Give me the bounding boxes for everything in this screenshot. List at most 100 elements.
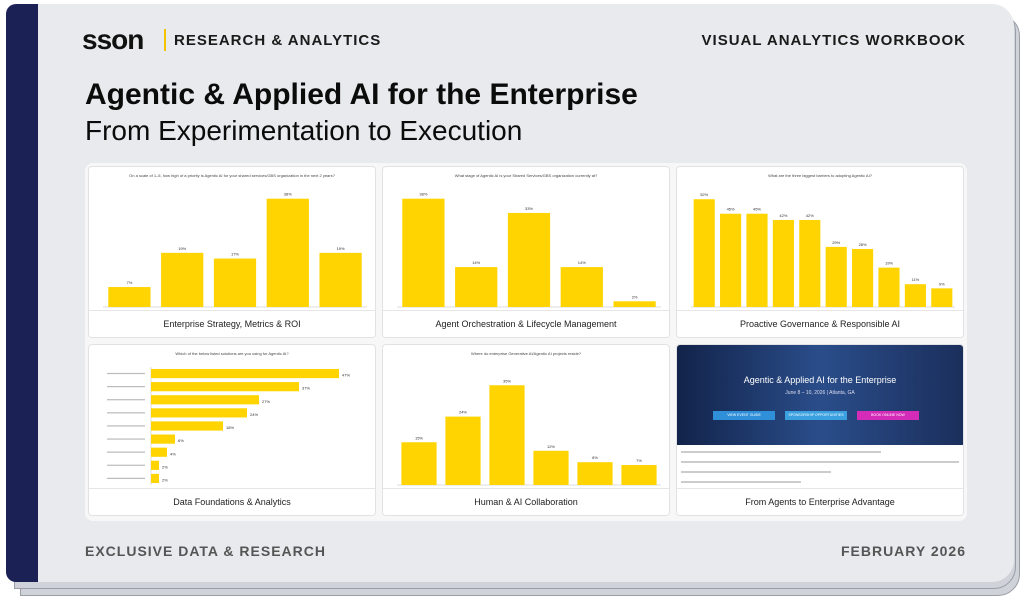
bar xyxy=(151,408,247,418)
value-label: 14% xyxy=(578,260,586,265)
value-label: 6% xyxy=(178,438,184,443)
text-line xyxy=(681,481,801,483)
bar xyxy=(151,395,259,405)
value-label: 7% xyxy=(127,280,133,285)
value-label: 24% xyxy=(250,412,258,417)
bar xyxy=(319,252,362,307)
value-label: 11% xyxy=(912,277,920,282)
chart: Which of the below listed solutions are … xyxy=(107,351,350,485)
category-placeholder xyxy=(107,372,145,375)
panel-caption: Agent Orchestration & Lifecycle Manageme… xyxy=(383,310,669,337)
bar xyxy=(852,248,874,307)
bar xyxy=(455,267,498,307)
panel: Which of the below listed solutions are … xyxy=(89,345,375,515)
bar xyxy=(266,198,309,307)
bar xyxy=(489,385,525,485)
title: Agentic & Applied AI for the Enterprise xyxy=(85,78,638,111)
bar xyxy=(825,246,847,307)
logo: sson xyxy=(82,24,144,55)
value-label: 47% xyxy=(342,373,350,378)
bar xyxy=(904,284,926,307)
chart: On a scale of 1–5, how high of a priorit… xyxy=(103,173,367,308)
bar xyxy=(720,213,742,307)
panel-caption: From Agents to Enterprise Advantage xyxy=(677,488,963,515)
value-label: 38% xyxy=(419,192,427,197)
bar xyxy=(577,462,613,485)
bar xyxy=(401,442,437,485)
category-placeholder xyxy=(107,399,145,401)
value-label: 19% xyxy=(885,261,893,266)
value-label: 2% xyxy=(162,464,168,469)
footer-left: EXCLUSIVE DATA & RESEARCH xyxy=(85,543,326,559)
panel-caption: Enterprise Strategy, Metrics & ROI xyxy=(89,310,375,337)
subtitle: From Experimentation to Execution xyxy=(85,115,523,146)
category-placeholder xyxy=(107,451,145,453)
category-placeholder xyxy=(107,425,145,427)
bar xyxy=(151,460,159,470)
text-line xyxy=(681,451,881,453)
bar xyxy=(151,368,339,379)
event-banner: Agentic & Applied AI for the Enterprise J… xyxy=(677,345,963,445)
divider xyxy=(164,29,166,51)
value-label: 27% xyxy=(262,399,270,404)
chart-title: Where do enterprise Generative AI/Agenti… xyxy=(471,351,582,356)
event-button: VIEW EVENT GUIDE xyxy=(713,411,775,420)
bar xyxy=(151,447,167,457)
value-label: 29% xyxy=(832,240,840,245)
value-label: 12% xyxy=(547,444,555,449)
value-label: 33% xyxy=(525,206,533,211)
category-placeholder xyxy=(107,438,145,440)
event-button: SPONSORSHIP OPPORTUNITIES xyxy=(785,411,847,420)
value-label: 19% xyxy=(178,246,186,251)
value-label: 9% xyxy=(939,281,945,286)
brand: RESEARCH & ANALYTICS xyxy=(174,32,382,49)
value-label: 15% xyxy=(415,435,423,440)
panel: On a scale of 1–5, how high of a priorit… xyxy=(89,167,375,337)
chart: What are the three biggest barriers to a… xyxy=(691,173,955,308)
event-dates: June 8 – 10, 2026 | Atlanta, GA xyxy=(785,390,855,396)
bar xyxy=(402,198,445,307)
panel-caption: Data Foundations & Analytics xyxy=(89,488,375,515)
bar xyxy=(151,434,175,444)
chart: What stage of Agentic AI is your Shared … xyxy=(397,173,661,308)
panel: What are the three biggest barriers to a… xyxy=(677,167,963,337)
text-line xyxy=(681,461,959,463)
bar xyxy=(151,382,299,392)
value-label: 2% xyxy=(162,477,168,482)
bar xyxy=(799,219,821,307)
bar xyxy=(931,288,953,307)
category-placeholder xyxy=(107,477,145,479)
event-title: Agentic & Applied AI for the Enterprise xyxy=(743,375,897,385)
chart-title: What stage of Agentic AI is your Shared … xyxy=(455,173,598,178)
footer-right: FEBRUARY 2026 xyxy=(840,543,966,559)
chart-title: What are the three biggest barriers to a… xyxy=(768,173,873,178)
value-label: 45% xyxy=(727,207,735,212)
bar xyxy=(772,219,794,307)
value-label: 24% xyxy=(459,410,467,415)
bar xyxy=(560,267,603,307)
bar xyxy=(613,301,656,307)
value-label: 2% xyxy=(632,294,638,299)
bar xyxy=(746,213,768,307)
event-button: BOOK ONLINE NOW xyxy=(857,411,919,420)
panel-caption: Human & AI Collaboration xyxy=(383,488,669,515)
category-placeholder xyxy=(107,412,145,414)
bar xyxy=(108,287,151,307)
bar xyxy=(161,252,204,307)
panel: Where do enterprise Generative AI/Agenti… xyxy=(383,345,669,515)
chart-title: Which of the below listed solutions are … xyxy=(175,351,289,356)
value-label: 45% xyxy=(753,207,761,212)
value-label: 37% xyxy=(302,386,310,391)
bar xyxy=(151,421,223,431)
bar xyxy=(878,267,900,307)
value-label: 14% xyxy=(472,260,480,265)
value-label: 18% xyxy=(226,425,234,430)
bar xyxy=(213,258,257,307)
value-label: 42% xyxy=(779,213,787,218)
text-line xyxy=(681,471,831,473)
bar xyxy=(445,416,481,485)
value-label: 8% xyxy=(592,455,598,460)
panel-board: On a scale of 1–5, how high of a priorit… xyxy=(85,163,967,521)
panel: What stage of Agentic AI is your Shared … xyxy=(383,167,669,337)
